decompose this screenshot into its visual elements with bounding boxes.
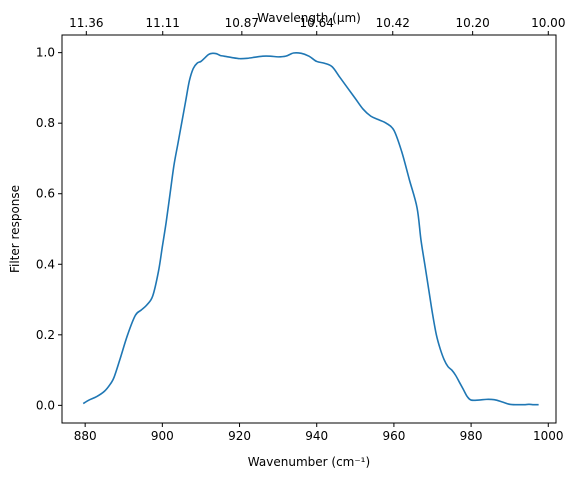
filter-response-line	[82, 51, 539, 406]
x-tick-label: 960	[382, 429, 405, 443]
y-axis-label: Filter response	[8, 185, 22, 273]
y-tick-label: 0.8	[36, 116, 55, 130]
x-axis-label: Wavenumber (cm⁻¹)	[248, 455, 370, 469]
top-x-tick-label: 10.20	[455, 16, 489, 30]
y-tick-label: 0.4	[36, 257, 55, 271]
top-x-tick-label: 11.36	[69, 16, 103, 30]
x-tick-label: 940	[305, 429, 328, 443]
top-x-tick-label: 10.42	[376, 16, 410, 30]
top-x-tick-label: 10.00	[531, 16, 565, 30]
top-x-tick-label: 10.64	[300, 16, 334, 30]
plot-frame	[61, 34, 557, 424]
y-tick-label: 0.6	[36, 187, 55, 201]
x-tick-label: 920	[228, 429, 251, 443]
y-tick-label: 1.0	[36, 46, 55, 60]
x-tick-label: 900	[151, 429, 174, 443]
top-x-tick-label: 11.11	[146, 16, 180, 30]
x-tick-label: 880	[74, 429, 97, 443]
top-x-axis-label: Wavelength (μm)	[257, 11, 361, 25]
top-x-tick-label: 10.87	[225, 16, 259, 30]
y-tick-label: 0.0	[36, 398, 55, 412]
top-x-axis: 11.36 11.11 10.87 10.64 10.42 10.20 10.00	[69, 16, 565, 35]
bottom-x-axis: 880 900 920 940 960 980 1000	[74, 423, 564, 443]
y-tick-label: 0.2	[36, 328, 55, 342]
x-tick-label: 980	[460, 429, 483, 443]
x-tick-label: 1000	[533, 429, 564, 443]
y-axis: 0.0 0.2 0.4 0.6 0.8 1.0	[36, 46, 62, 412]
